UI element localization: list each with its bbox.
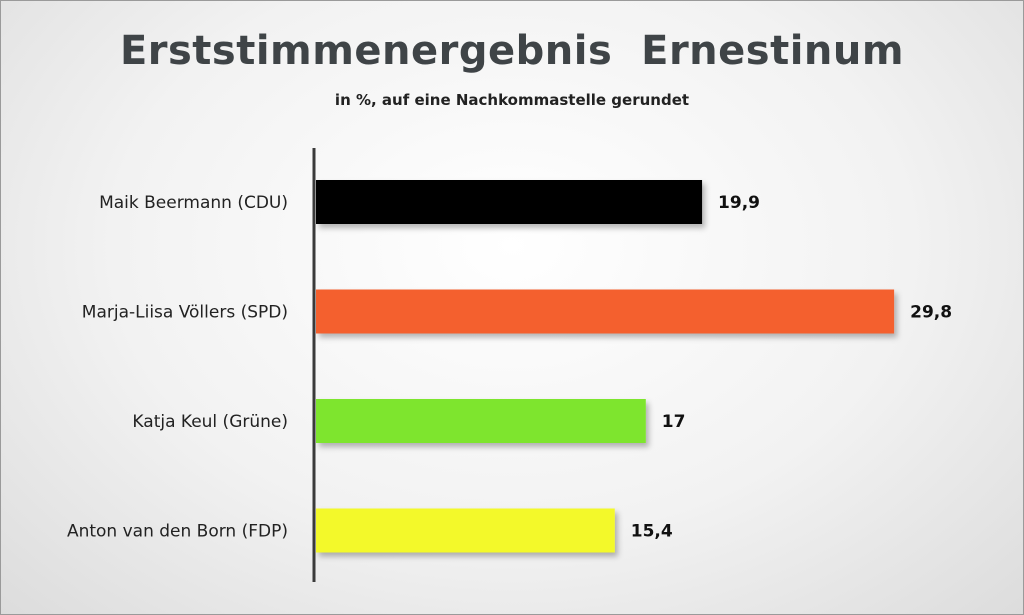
- bar-2: [316, 289, 895, 334]
- bar-3: [316, 399, 646, 443]
- category-label-2: Marja-Liisa Völlers (SPD): [82, 303, 288, 323]
- value-label-2: 29,8: [910, 303, 952, 323]
- bar-1: [316, 180, 703, 224]
- value-label-4: 15,4: [631, 522, 673, 542]
- category-label-3: Katja Keul (Grüne): [132, 412, 288, 432]
- chart-title: Erststimmenergebnis Ernestinum: [119, 28, 905, 74]
- value-label-1: 19,9: [718, 193, 760, 213]
- category-label-4: Anton van den Born (FDP): [67, 522, 288, 542]
- chart-subtitle: in %, auf eine Nachkommastelle gerundet: [334, 91, 690, 109]
- bar-4: [316, 508, 615, 553]
- category-label-1: Maik Beermann (CDU): [99, 193, 288, 213]
- value-label-3: 17: [662, 412, 686, 432]
